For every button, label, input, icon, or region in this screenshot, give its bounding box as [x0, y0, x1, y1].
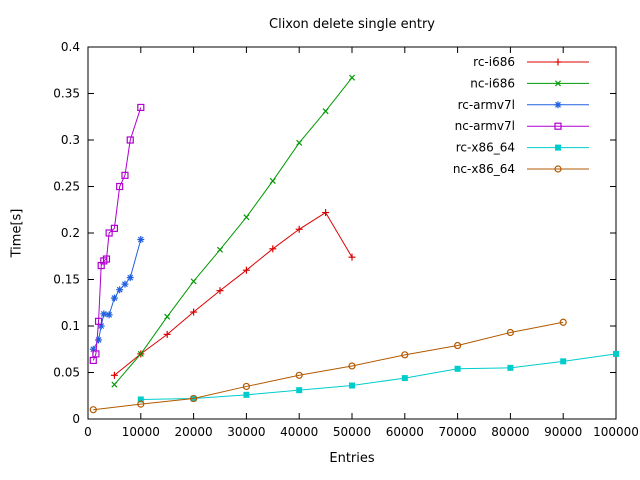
series-line-nc-armv7l: [92, 107, 142, 361]
series-line-nc-i686: [114, 77, 353, 385]
y-tick-label: 0.2: [61, 226, 80, 240]
y-axis-ticks: 0 0.05 0.1 0.15 0.2 0.25 0.3 0.35 0.4: [53, 40, 616, 426]
y-tick-label: 0.15: [53, 273, 80, 287]
legend-label-nc-armv7l: nc-armv7l: [455, 119, 515, 133]
series-line-rc-x86_64: [140, 353, 617, 400]
series-nc-armv7l: [89, 103, 145, 365]
series-line-rc-i686: [114, 211, 353, 376]
x-tick-label: 100000: [593, 425, 639, 439]
series-nc-x86_64: [89, 318, 567, 414]
y-tick-label: 0.1: [61, 319, 80, 333]
legend-label-rc-i686: rc-i686: [473, 55, 515, 69]
x-tick-label: 40000: [280, 425, 318, 439]
series-nc-i686: [111, 74, 356, 388]
series-rc-i686: [110, 209, 356, 379]
x-tick-label: 0: [84, 425, 92, 439]
x-tick-label: 60000: [386, 425, 424, 439]
legend-label-rc-x86_64: rc-x86_64: [456, 141, 515, 155]
legend-label-rc-armv7l: rc-armv7l: [458, 98, 515, 112]
series-rc-armv7l: [89, 236, 145, 353]
series-line-nc-x86_64: [93, 321, 564, 411]
y-tick-label: 0.05: [53, 366, 80, 380]
x-tick-label: 70000: [439, 425, 477, 439]
x-tick-label: 80000: [491, 425, 529, 439]
x-axis-ticks: 0 10000 20000 30000 40000 50000 60000 70000 8000…: [84, 47, 639, 439]
y-tick-label: 0.25: [53, 180, 80, 194]
y-tick-label: 0.3: [61, 133, 80, 147]
chart-title: Clixon delete single entry: [269, 17, 435, 32]
x-tick-label: 30000: [227, 425, 265, 439]
series-line-rc-armv7l: [92, 239, 142, 350]
x-tick-label: 10000: [122, 425, 160, 439]
x-tick-label: 50000: [333, 425, 371, 439]
x-axis-label: Entries: [329, 451, 375, 466]
legend: rc-i686 nc-i686 rc-armv7l nc-armv7l rc-x86_6…: [453, 55, 589, 176]
legend-label-nc-i686: nc-i686: [470, 76, 515, 90]
y-tick-label: 0: [72, 412, 80, 426]
y-tick-label: 0.35: [53, 87, 80, 101]
x-tick-label: 20000: [175, 425, 213, 439]
legend-label-nc-x86_64: nc-x86_64: [453, 162, 515, 176]
x-tick-label: 90000: [544, 425, 582, 439]
y-tick-label: 0.4: [61, 40, 80, 54]
